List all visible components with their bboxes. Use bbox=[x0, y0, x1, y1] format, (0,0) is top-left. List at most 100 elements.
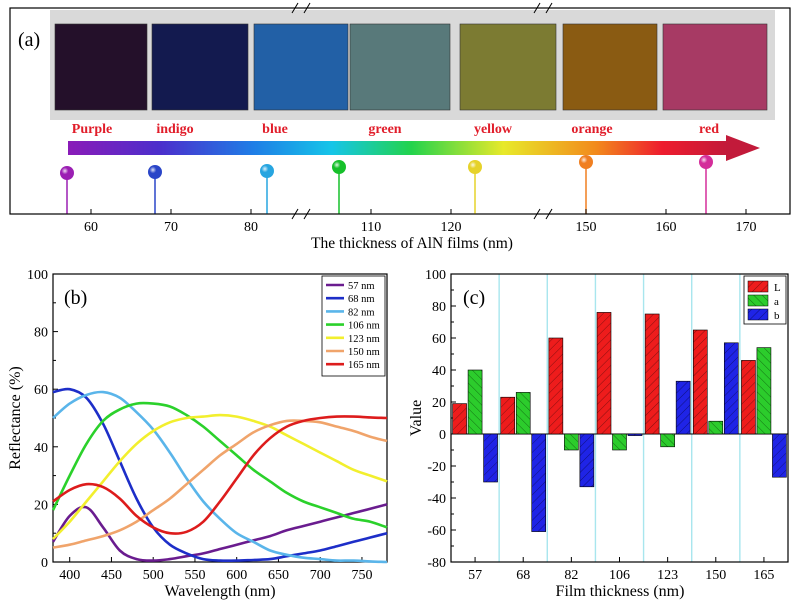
x-tick-label: 123 bbox=[657, 568, 678, 583]
y-tick-label: -40 bbox=[427, 492, 446, 507]
x-tick-label: 750 bbox=[351, 568, 372, 583]
y-tick-label: 80 bbox=[432, 300, 446, 315]
series-line bbox=[52, 419, 388, 549]
bar-b bbox=[531, 433, 547, 532]
panel-b: (b) 0 20 40 60 80 100 400 450 500 550 600 650 700 750… bbox=[7, 268, 388, 600]
panel-a: (a) Purple indigo blue green yellow orange red… bbox=[9, 2, 791, 252]
panel-b-label: (b) bbox=[64, 287, 87, 309]
color-label: red bbox=[699, 122, 719, 137]
axis-a-tick-label: 120 bbox=[441, 220, 462, 235]
x-tick-label: 82 bbox=[564, 568, 578, 583]
axis-break-mark bbox=[533, 2, 541, 14]
panel-b-xlabel: Wavelength (nm) bbox=[164, 583, 275, 600]
x-tick-label: 600 bbox=[226, 568, 247, 583]
bar-L bbox=[548, 337, 564, 435]
series-line bbox=[52, 413, 388, 540]
color-labels: Purple indigo blue green yellow orange red bbox=[72, 122, 719, 137]
bar-b bbox=[579, 433, 595, 488]
bar-a bbox=[612, 433, 627, 451]
y-tick-label: -60 bbox=[427, 524, 446, 539]
film-swatch bbox=[662, 23, 768, 111]
bar-b bbox=[627, 433, 643, 436]
bar-a bbox=[467, 369, 483, 435]
bar-b bbox=[483, 433, 498, 483]
pin-highlight bbox=[260, 164, 274, 178]
x-tick-label: 165 bbox=[753, 568, 774, 583]
legend-label: b bbox=[774, 310, 780, 322]
legend-label: 165 nm bbox=[348, 360, 380, 371]
y-tick-label: 20 bbox=[432, 396, 446, 411]
legend-label: 150 nm bbox=[348, 347, 380, 358]
color-label: blue bbox=[262, 122, 288, 137]
axis-break-mark bbox=[545, 208, 553, 220]
y-tick-label: 100 bbox=[27, 268, 48, 283]
pin-highlight bbox=[699, 155, 713, 169]
legend-label: 68 nm bbox=[348, 294, 375, 305]
film-swatch bbox=[54, 23, 148, 111]
y-tick-label: 60 bbox=[34, 383, 48, 398]
bar-a bbox=[660, 433, 675, 448]
pin-highlight bbox=[332, 160, 346, 174]
axis-a-tick-label: 150 bbox=[576, 220, 597, 235]
legend-label: L bbox=[774, 282, 781, 294]
panel-c-frame bbox=[450, 273, 789, 563]
spectrum-arrow bbox=[68, 141, 728, 155]
bar-L bbox=[692, 329, 708, 435]
legend-label: 57 nm bbox=[348, 281, 375, 292]
film-swatch bbox=[253, 23, 349, 111]
series-line bbox=[52, 415, 388, 535]
axis-break-mark bbox=[545, 2, 553, 14]
x-tick-label: 650 bbox=[268, 568, 289, 583]
pin-highlight bbox=[579, 155, 593, 169]
x-tick-label: 150 bbox=[705, 568, 726, 583]
axis-a-tick-label: 60 bbox=[84, 220, 98, 235]
film-swatches bbox=[54, 23, 768, 111]
pin-highlight bbox=[468, 160, 482, 174]
panel-c: -80 -60 -40 -20 0 20 40 60 80 100 57 68 82 106 123 150 1… bbox=[408, 268, 789, 600]
axis-break-mark bbox=[303, 208, 311, 220]
color-label: yellow bbox=[474, 122, 513, 137]
legend-swatch bbox=[747, 294, 769, 307]
bar-b bbox=[772, 433, 787, 478]
series-line bbox=[51, 401, 388, 529]
x-tick-label: 57 bbox=[468, 568, 482, 583]
y-tick-label: -80 bbox=[427, 556, 446, 571]
thickness-pins bbox=[60, 155, 713, 214]
film-swatch bbox=[459, 23, 557, 111]
bar-L bbox=[500, 396, 516, 435]
panel-c-label: (c) bbox=[463, 287, 485, 309]
panel-c-xlabel: Film thickness (nm) bbox=[556, 583, 685, 600]
axis-a-tick-label: 160 bbox=[656, 220, 677, 235]
bar-a bbox=[756, 347, 772, 435]
y-tick-label: -20 bbox=[427, 460, 446, 475]
y-tick-label: 40 bbox=[432, 364, 446, 379]
series-line bbox=[52, 387, 388, 563]
bar-b bbox=[675, 380, 691, 435]
legend-label: 82 nm bbox=[348, 307, 375, 318]
axis-a-tick-label: 80 bbox=[244, 220, 258, 235]
x-tick-label: 106 bbox=[609, 568, 630, 583]
color-label: indigo bbox=[156, 122, 193, 137]
film-swatch bbox=[349, 23, 451, 111]
legend-label: 123 nm bbox=[348, 334, 380, 345]
axis-break-mark bbox=[533, 208, 541, 220]
color-label: green bbox=[368, 122, 401, 137]
axis-break-mark bbox=[291, 2, 299, 14]
pin-highlight bbox=[60, 166, 74, 180]
series-line bbox=[52, 390, 388, 564]
bar-a bbox=[564, 433, 579, 451]
axis-break-mark bbox=[291, 208, 299, 220]
legend-label: a bbox=[774, 296, 779, 308]
bar-L bbox=[644, 313, 660, 435]
y-tick-label: 20 bbox=[34, 498, 48, 513]
panel-b-ylabel: Reflectance (%) bbox=[7, 366, 24, 469]
panel-c-legend: Lab bbox=[743, 275, 787, 325]
legend-swatch bbox=[747, 280, 769, 293]
x-tick-label: 550 bbox=[184, 568, 205, 583]
panel-a-axis: 60 70 80 110 120 150 160 170 bbox=[10, 2, 790, 235]
color-label: Purple bbox=[72, 122, 112, 137]
y-tick-label: 0 bbox=[439, 428, 446, 443]
spectrum-arrowhead bbox=[726, 135, 760, 161]
panel-a-xlabel: The thickness of AlN films (nm) bbox=[311, 235, 513, 252]
